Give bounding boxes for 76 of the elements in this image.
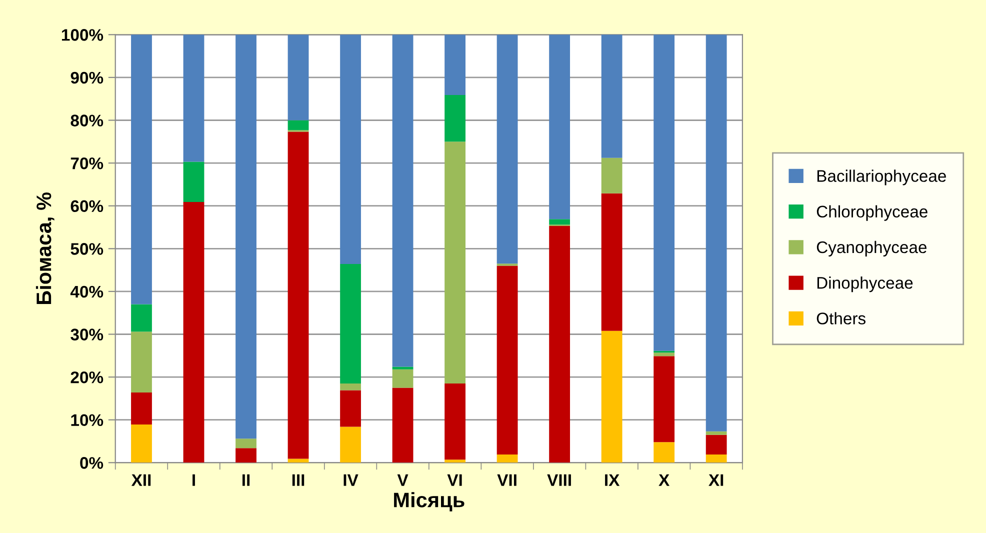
x-tick-label: II xyxy=(242,474,250,486)
y-tick-label: 40% xyxy=(70,286,104,298)
bar xyxy=(654,356,675,442)
bar xyxy=(444,34,466,95)
bar xyxy=(496,34,518,264)
bar xyxy=(183,34,204,162)
x-tick-label: IX xyxy=(605,474,620,486)
bar xyxy=(183,162,204,202)
x-tick-label: XI xyxy=(708,474,724,486)
x-tick-label: X xyxy=(658,474,670,486)
bar xyxy=(496,454,518,463)
bar xyxy=(601,158,622,194)
bar xyxy=(340,390,361,427)
bar xyxy=(706,431,727,435)
bar xyxy=(236,438,256,448)
bar xyxy=(654,352,675,356)
bar xyxy=(340,383,361,390)
bar xyxy=(340,426,361,463)
bar xyxy=(444,383,466,460)
legend-label: Cyanophyceae xyxy=(816,240,927,256)
y-tick-label: 100% xyxy=(62,29,104,41)
bar xyxy=(444,460,466,463)
bar xyxy=(392,369,414,388)
x-tick-label: VIII xyxy=(547,474,571,486)
bar xyxy=(392,34,414,367)
bar xyxy=(131,34,152,304)
x-tick-label: VI xyxy=(447,474,462,486)
y-tick-label: 20% xyxy=(70,371,104,384)
bar xyxy=(601,34,622,158)
bar xyxy=(236,448,256,463)
bar xyxy=(340,264,361,384)
legend-label: Chlorophyceae xyxy=(816,205,928,221)
y-tick-label: 80% xyxy=(70,114,104,126)
bar xyxy=(131,392,152,425)
y-tick-label: 0% xyxy=(80,457,104,469)
bar xyxy=(392,366,414,370)
bar xyxy=(654,442,675,463)
x-tick-label: V xyxy=(397,474,408,486)
y-axis-title: Біомаса, % xyxy=(36,192,54,304)
bar xyxy=(654,34,675,351)
bar xyxy=(496,266,518,455)
bar xyxy=(288,34,309,120)
bar xyxy=(549,226,570,463)
x-tick-label: III xyxy=(292,474,304,486)
bar xyxy=(183,202,204,463)
bar xyxy=(706,434,727,455)
bar xyxy=(392,388,414,463)
legend-label: Others xyxy=(816,312,866,324)
x-axis-title: Місяць xyxy=(394,492,464,512)
x-tick-label: I xyxy=(192,474,195,486)
x-tick-label: XII xyxy=(131,474,151,486)
y-tick-label: 50% xyxy=(70,243,104,255)
legend-label: Bacillariophyceae xyxy=(817,170,946,186)
y-tick-label: 70% xyxy=(70,157,104,170)
bar xyxy=(706,454,727,463)
y-tick-label: 90% xyxy=(70,72,104,84)
bar xyxy=(288,132,309,459)
bar xyxy=(601,193,622,331)
y-tick-label: 10% xyxy=(71,414,104,426)
y-tick-label: 30% xyxy=(70,328,104,340)
bar xyxy=(236,34,256,439)
legend-label: Dinophyceae xyxy=(817,276,913,292)
bar xyxy=(549,34,570,220)
bar xyxy=(288,120,309,130)
bar xyxy=(131,332,152,392)
bar xyxy=(549,219,570,225)
bar xyxy=(601,330,622,463)
bar xyxy=(340,34,361,264)
bar xyxy=(706,34,727,432)
bar xyxy=(131,424,152,463)
x-tick-label: VII xyxy=(497,474,516,486)
x-tick-label: IV xyxy=(344,474,358,486)
bar xyxy=(444,94,466,142)
bar xyxy=(131,304,152,332)
y-tick-label: 60% xyxy=(70,200,104,212)
bar xyxy=(444,142,466,384)
